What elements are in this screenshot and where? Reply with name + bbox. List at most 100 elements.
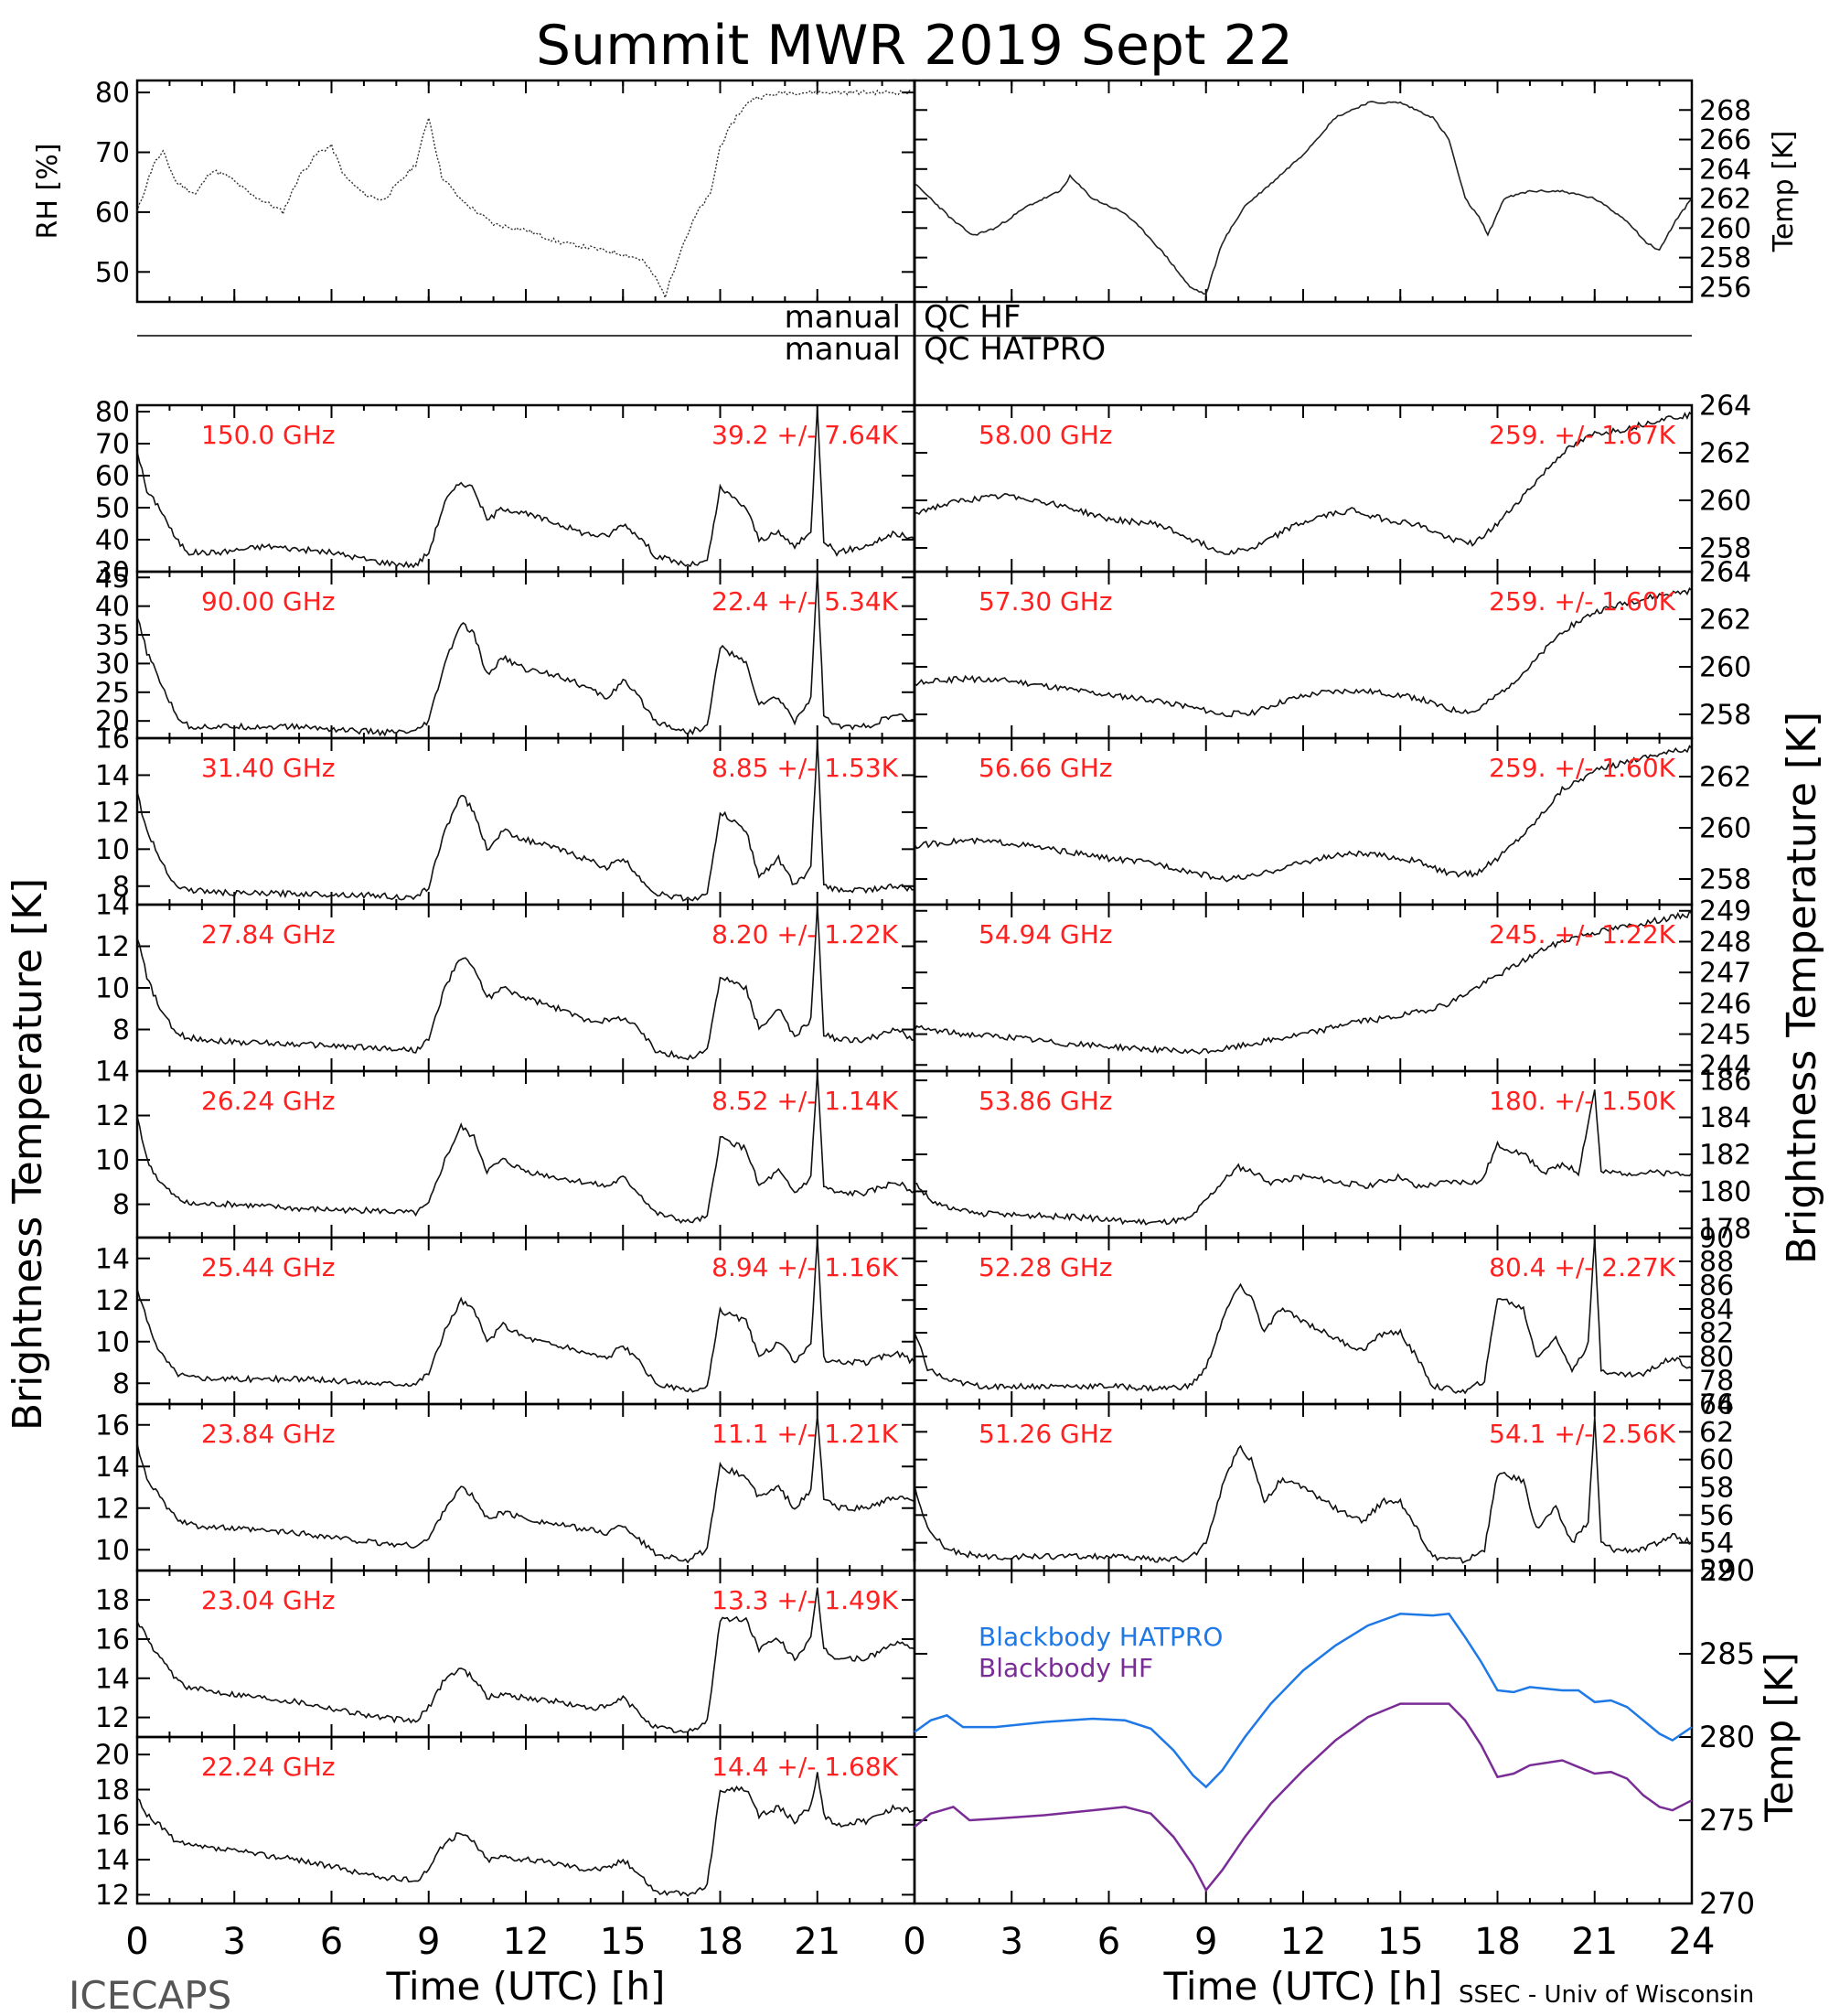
x-tick-label: 9 bbox=[417, 1921, 440, 1963]
temp-axis-label: Temp [K] bbox=[1768, 131, 1800, 253]
y-tick-label: 12 bbox=[95, 931, 130, 963]
channel-frequency-label: 51.26 GHz bbox=[979, 1419, 1113, 1449]
y-tick-label: 78 bbox=[1699, 1366, 1734, 1398]
y-tick-label: 248 bbox=[1699, 927, 1751, 959]
channel-stats-label: 180. +/- 1.50K bbox=[1489, 1086, 1675, 1116]
qc-row-left-label: manual bbox=[785, 299, 901, 336]
x-tick-label: 12 bbox=[1280, 1921, 1327, 1963]
y-tick-label: 70 bbox=[95, 429, 130, 461]
chart-title: Summit MWR 2019 Sept 22 bbox=[536, 14, 1293, 78]
channel-frequency-label: 56.66 GHz bbox=[979, 753, 1113, 783]
y-tick-label: 14 bbox=[95, 1663, 130, 1695]
y-tick-label: 16 bbox=[95, 1410, 130, 1442]
y-tick-label: 247 bbox=[1699, 958, 1751, 990]
y-tick-label: 8 bbox=[112, 1368, 130, 1400]
y-tick-label: 12 bbox=[95, 797, 130, 829]
y-tick-label: 262 bbox=[1699, 438, 1751, 470]
channel-stats-label: 259. +/- 1.67K bbox=[1489, 420, 1675, 450]
y-tick-label: 50 bbox=[95, 493, 130, 525]
y-tick-label: 40 bbox=[95, 525, 130, 557]
y-tick-label: 260 bbox=[1699, 813, 1751, 845]
y-tick-label: 264 bbox=[1699, 154, 1751, 186]
x-tick-label: 15 bbox=[1377, 1921, 1424, 1963]
y-tick-label: 264 bbox=[1699, 557, 1751, 589]
channel-stats-label: 8.94 +/- 1.16K bbox=[711, 1252, 898, 1282]
y-tick-label: 186 bbox=[1699, 1066, 1751, 1098]
y-tick-label: 30 bbox=[95, 649, 130, 681]
blackbody-series-line bbox=[914, 1702, 1693, 1893]
brightness-temp-series-line bbox=[136, 1772, 915, 1897]
channel-frequency-label: 23.84 GHz bbox=[201, 1419, 336, 1449]
rh-axis-label: RH [%] bbox=[32, 144, 64, 240]
channel-frequency-label: 58.00 GHz bbox=[979, 420, 1113, 450]
brightness-temp-series-line bbox=[914, 1237, 1693, 1395]
y-tick-label: 82 bbox=[1699, 1318, 1734, 1350]
channel-frequency-label: 53.86 GHz bbox=[979, 1086, 1113, 1116]
qc-row-right-label: QC HF bbox=[924, 299, 1021, 336]
y-tick-label: 16 bbox=[95, 1809, 130, 1841]
y-tick-label: 244 bbox=[1699, 1050, 1751, 1082]
channel-frequency-label: 150.0 GHz bbox=[201, 420, 336, 450]
y-tick-label: 16 bbox=[95, 724, 130, 756]
blackbody-legend-label: Blackbody HF bbox=[979, 1653, 1153, 1683]
x-tick-label: 24 bbox=[1669, 1921, 1716, 1963]
y-tick-label: 10 bbox=[95, 1326, 130, 1358]
channel-frequency-label: 23.04 GHz bbox=[201, 1585, 336, 1615]
y-tick-label: 50 bbox=[95, 257, 130, 289]
y-tick-label: 30 bbox=[95, 557, 130, 589]
brightness-temp-series-line bbox=[136, 739, 914, 902]
x-tick-label: 15 bbox=[600, 1921, 647, 1963]
y-tick-label: 18 bbox=[95, 1585, 130, 1617]
x-tick-label: 0 bbox=[903, 1921, 925, 1963]
channel-frequency-label: 57.30 GHz bbox=[979, 586, 1113, 617]
y-tick-label: 14 bbox=[95, 1452, 130, 1484]
y-tick-label: 249 bbox=[1699, 895, 1751, 928]
channel-frequency-label: 54.94 GHz bbox=[979, 919, 1113, 949]
y-tick-label: 14 bbox=[95, 1243, 130, 1275]
y-axis-label-right: Brightness Temperature [K] bbox=[1779, 712, 1825, 1264]
x-tick-label: 18 bbox=[1474, 1921, 1521, 1963]
brightness-temp-series-line bbox=[136, 1414, 915, 1564]
qc-row-right-label: QC HATPRO bbox=[924, 331, 1106, 368]
y-tick-label: 14 bbox=[95, 890, 130, 922]
y-tick-label: 8 bbox=[112, 1014, 130, 1046]
y-tick-label: 56 bbox=[1699, 1500, 1734, 1532]
y-tick-label: 62 bbox=[1699, 1417, 1734, 1449]
y-tick-label: 84 bbox=[1699, 1294, 1734, 1326]
y-tick-label: 262 bbox=[1699, 605, 1751, 637]
y-tick-label: 86 bbox=[1699, 1271, 1734, 1303]
y-tick-label: 266 bbox=[1699, 124, 1751, 156]
y-tick-label: 16 bbox=[95, 1624, 130, 1656]
y-tick-label: 12 bbox=[95, 1493, 130, 1525]
x-axis-label-left: Time (UTC) [h] bbox=[386, 1964, 666, 2009]
channel-frequency-label: 25.44 GHz bbox=[201, 1252, 336, 1282]
brightness-temp-series-line bbox=[136, 1587, 915, 1733]
y-tick-label: 58 bbox=[1699, 1473, 1734, 1505]
y-tick-label: 270 bbox=[1699, 1886, 1755, 1921]
x-tick-label: 12 bbox=[503, 1921, 550, 1963]
y-tick-label: 80 bbox=[95, 397, 130, 429]
y-tick-label: 264 bbox=[1699, 391, 1751, 423]
y-tick-label: 8 bbox=[112, 871, 130, 903]
x-tick-label: 18 bbox=[697, 1921, 743, 1963]
y-tick-label: 12 bbox=[95, 1285, 130, 1317]
rh-panel-frame bbox=[135, 79, 916, 304]
channel-stats-label: 22.4 +/- 5.34K bbox=[711, 586, 898, 617]
channel-frequency-label: 31.40 GHz bbox=[201, 753, 336, 783]
brightness-temp-series-line bbox=[136, 571, 915, 737]
y-tick-label: 88 bbox=[1699, 1247, 1734, 1279]
channel-stats-label: 13.3 +/- 1.49K bbox=[711, 1585, 898, 1615]
y-tick-label: 275 bbox=[1699, 1803, 1755, 1838]
channel-stats-label: 39.2 +/- 7.64K bbox=[711, 420, 898, 450]
channel-frequency-label: 22.24 GHz bbox=[201, 1752, 336, 1782]
x-tick-label: 0 bbox=[125, 1921, 148, 1963]
y-tick-label: 14 bbox=[95, 1056, 130, 1088]
y-tick-label: 20 bbox=[95, 1740, 130, 1772]
y-tick-label: 14 bbox=[95, 760, 130, 792]
y-tick-label: 76 bbox=[1699, 1389, 1734, 1421]
y-tick-label: 285 bbox=[1699, 1636, 1755, 1671]
channel-frequency-label: 27.84 GHz bbox=[201, 919, 336, 949]
channel-stats-label: 54.1 +/- 2.56K bbox=[1489, 1419, 1675, 1449]
temp-panel-frame bbox=[913, 79, 1694, 304]
